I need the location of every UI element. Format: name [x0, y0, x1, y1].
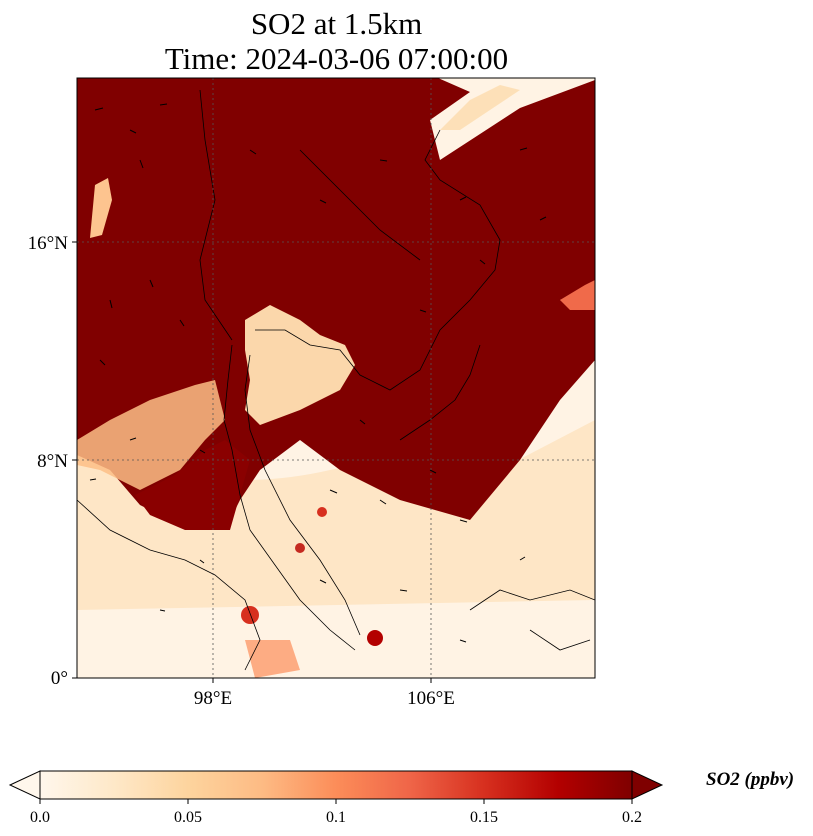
colorbar-extend-min [8, 770, 41, 800]
map-area [77, 78, 595, 678]
map-frame [76, 77, 596, 679]
so2-e-edge [560, 280, 595, 310]
y-tick-16n: 16°N [28, 233, 69, 254]
hotspot-5 [245, 640, 300, 678]
hotspot-1 [241, 606, 259, 624]
title-line-1: SO2 at 1.5km [250, 6, 423, 41]
colorbar: 0.0 0.05 0.1 0.15 0.2 [8, 770, 664, 826]
wind-vectors [89, 103, 547, 643]
so2-andaman-mid [77, 380, 225, 490]
x-tick-106e: 106°E [407, 688, 455, 709]
colorbar-gradient [39, 770, 633, 800]
y-tick-8n: 8°N [37, 451, 68, 472]
chart-title: SO2 at 1.5km Time: 2024-03-06 07:00:00 [0, 6, 673, 76]
field-band [77, 420, 595, 610]
so2-ne-patch [440, 85, 520, 130]
hotspot-2 [367, 630, 383, 646]
title-line-2: Time: 2024-03-06 07:00:00 [164, 41, 509, 76]
colorbar-tick-label-1: 0.05 [174, 809, 202, 826]
gridlines [77, 78, 595, 678]
x-tick-98e: 98°E [194, 688, 232, 709]
colorbar-tick-label-2: 0.1 [326, 809, 346, 826]
colorbar-tick-label-4: 0.2 [622, 809, 642, 826]
so2-nw-streak [90, 178, 112, 238]
colorbar-label: SO2 (ppbv) [706, 769, 795, 790]
colorbar-tick-label-0: 0.0 [30, 809, 50, 826]
hotspot-3 [295, 543, 305, 553]
colorbar-ticks: 0.0 0.05 0.1 0.15 0.2 [30, 799, 642, 826]
so2-andaman-high [135, 440, 250, 530]
y-tick-0: 0° [51, 668, 68, 689]
colorbar-extend-max [631, 770, 664, 800]
hotspot-4 [317, 507, 327, 517]
coastlines [77, 89, 595, 671]
colorbar-tick-label-3: 0.15 [470, 809, 498, 826]
so2-gulf-low [245, 305, 355, 425]
